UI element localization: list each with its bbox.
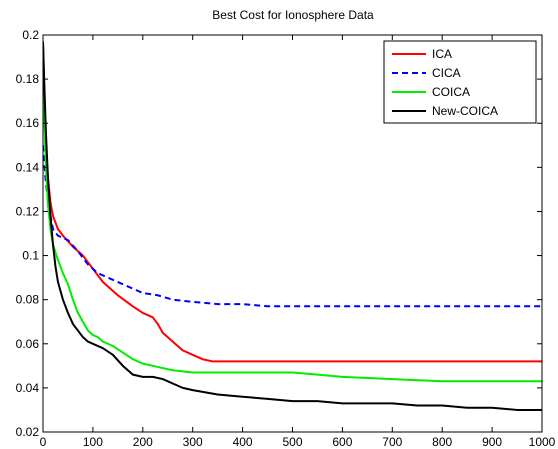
axis-tick-labels: 0 100 200 300 400 500 600 700 800 900 1000 0.02 0.04… bbox=[16, 28, 556, 449]
legend-label-cica: CICA bbox=[432, 66, 461, 80]
legend-label-ica: ICA bbox=[432, 47, 452, 61]
chart-title: Best Cost for Ionosphere Data bbox=[212, 8, 374, 22]
y-tick-label: 0.02 bbox=[16, 425, 40, 439]
y-tick-label: 0.04 bbox=[16, 381, 40, 395]
series-line-coica bbox=[43, 90, 542, 383]
y-tick-label: 0.12 bbox=[16, 204, 40, 218]
x-tick-label: 1000 bbox=[529, 435, 556, 449]
x-tick-label: 800 bbox=[432, 435, 452, 449]
x-tick-label: 0 bbox=[40, 435, 47, 449]
legend: ICA CICA COICA New-COICA bbox=[383, 40, 537, 124]
x-tick-label: 300 bbox=[183, 435, 203, 449]
series-line-cica bbox=[43, 145, 542, 308]
x-tick-label: 600 bbox=[332, 435, 352, 449]
x-tick-label: 100 bbox=[83, 435, 103, 449]
series-line-ica bbox=[43, 41, 542, 363]
y-tick-label: 0.08 bbox=[16, 293, 40, 307]
series-line-new-coica bbox=[43, 41, 542, 411]
y-tick-label: 0.14 bbox=[16, 160, 40, 174]
x-tick-label: 700 bbox=[382, 435, 402, 449]
y-tick-label: 0.2 bbox=[22, 28, 39, 42]
legend-label-coica: COICA bbox=[432, 85, 470, 99]
y-tick-label: 0.16 bbox=[16, 116, 40, 130]
y-tick-label: 0.1 bbox=[22, 249, 39, 263]
x-tick-label: 900 bbox=[482, 435, 502, 449]
axis-ticks bbox=[42, 34, 543, 433]
y-tick-label: 0.06 bbox=[16, 337, 40, 351]
y-tick-label: 0.18 bbox=[16, 72, 40, 86]
x-tick-label: 500 bbox=[282, 435, 302, 449]
x-tick-label: 400 bbox=[233, 435, 253, 449]
plot-lines bbox=[43, 41, 542, 411]
legend-label-new-coica: New-COICA bbox=[432, 104, 498, 118]
x-tick-label: 200 bbox=[133, 435, 153, 449]
